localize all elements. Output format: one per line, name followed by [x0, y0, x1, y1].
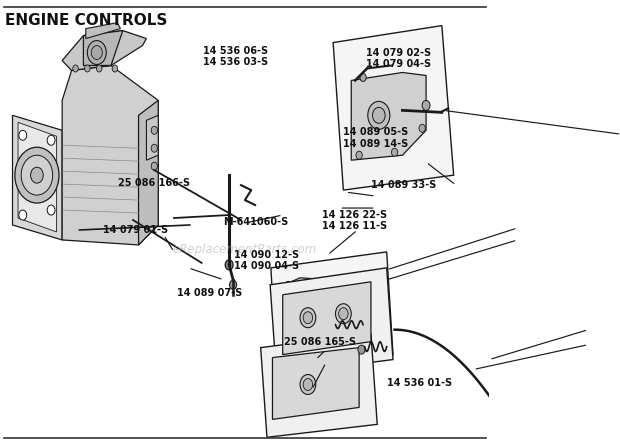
Circle shape [325, 336, 330, 343]
Circle shape [285, 281, 291, 288]
Circle shape [229, 280, 237, 289]
Circle shape [84, 65, 90, 72]
Circle shape [225, 260, 233, 270]
Circle shape [368, 101, 390, 129]
Polygon shape [86, 23, 120, 39]
Circle shape [151, 144, 157, 152]
Text: 25 086 165-S: 25 086 165-S [284, 337, 356, 347]
Polygon shape [272, 348, 359, 419]
Circle shape [47, 135, 55, 145]
Circle shape [96, 65, 102, 72]
Text: eReplacementParts.com: eReplacementParts.com [173, 243, 317, 255]
Polygon shape [146, 115, 158, 160]
Text: 14 090 04-S: 14 090 04-S [234, 261, 299, 271]
Circle shape [419, 124, 425, 132]
Circle shape [303, 379, 312, 390]
Polygon shape [12, 115, 62, 240]
Circle shape [422, 101, 430, 110]
Polygon shape [138, 101, 158, 245]
Circle shape [300, 375, 316, 394]
Circle shape [303, 312, 312, 324]
Text: 14 079 01-S: 14 079 01-S [104, 225, 169, 235]
Polygon shape [271, 252, 393, 368]
Circle shape [358, 345, 365, 354]
Polygon shape [62, 31, 146, 70]
Circle shape [339, 308, 348, 320]
Polygon shape [18, 122, 56, 232]
Circle shape [325, 278, 330, 285]
Text: 14 536 01-S: 14 536 01-S [386, 378, 451, 388]
Text: 14 089 07-S: 14 089 07-S [177, 288, 242, 299]
Text: 25 086 166-S: 25 086 166-S [118, 178, 190, 188]
Circle shape [300, 308, 316, 328]
Text: 14 536 06-S: 14 536 06-S [203, 46, 268, 56]
Polygon shape [352, 73, 426, 160]
Text: 14 536 03-S: 14 536 03-S [203, 57, 268, 67]
Circle shape [291, 301, 306, 319]
Circle shape [30, 167, 43, 183]
Polygon shape [333, 26, 454, 190]
Circle shape [47, 205, 55, 215]
Circle shape [360, 73, 366, 81]
Circle shape [294, 305, 303, 315]
Text: 14 089 33-S: 14 089 33-S [371, 180, 436, 190]
Polygon shape [260, 334, 377, 437]
Circle shape [73, 65, 78, 72]
Circle shape [91, 45, 102, 60]
Circle shape [151, 126, 157, 134]
Circle shape [15, 147, 59, 203]
Circle shape [112, 65, 118, 72]
Text: 14 126 11-S: 14 126 11-S [322, 221, 388, 231]
Circle shape [19, 210, 27, 220]
Circle shape [21, 155, 53, 195]
Circle shape [335, 304, 352, 324]
Polygon shape [283, 282, 371, 355]
Text: 14 079 04-S: 14 079 04-S [366, 59, 431, 69]
Text: ENGINE CONTROLS: ENGINE CONTROLS [4, 12, 167, 28]
Polygon shape [285, 278, 332, 344]
Polygon shape [84, 31, 123, 65]
Text: 14 089 05-S: 14 089 05-S [343, 127, 408, 138]
Text: M-641060-S: M-641060-S [223, 217, 288, 227]
Text: 14 090 12-S: 14 090 12-S [234, 250, 299, 260]
Circle shape [19, 130, 27, 140]
Circle shape [356, 151, 362, 159]
Polygon shape [62, 65, 158, 245]
Circle shape [373, 107, 385, 123]
Text: 14 126 22-S: 14 126 22-S [322, 210, 388, 219]
Text: 14 079 02-S: 14 079 02-S [366, 48, 431, 57]
Polygon shape [270, 268, 393, 375]
Circle shape [151, 162, 157, 170]
Circle shape [87, 40, 106, 65]
Text: 14 089 14-S: 14 089 14-S [343, 138, 408, 149]
Circle shape [391, 148, 397, 156]
